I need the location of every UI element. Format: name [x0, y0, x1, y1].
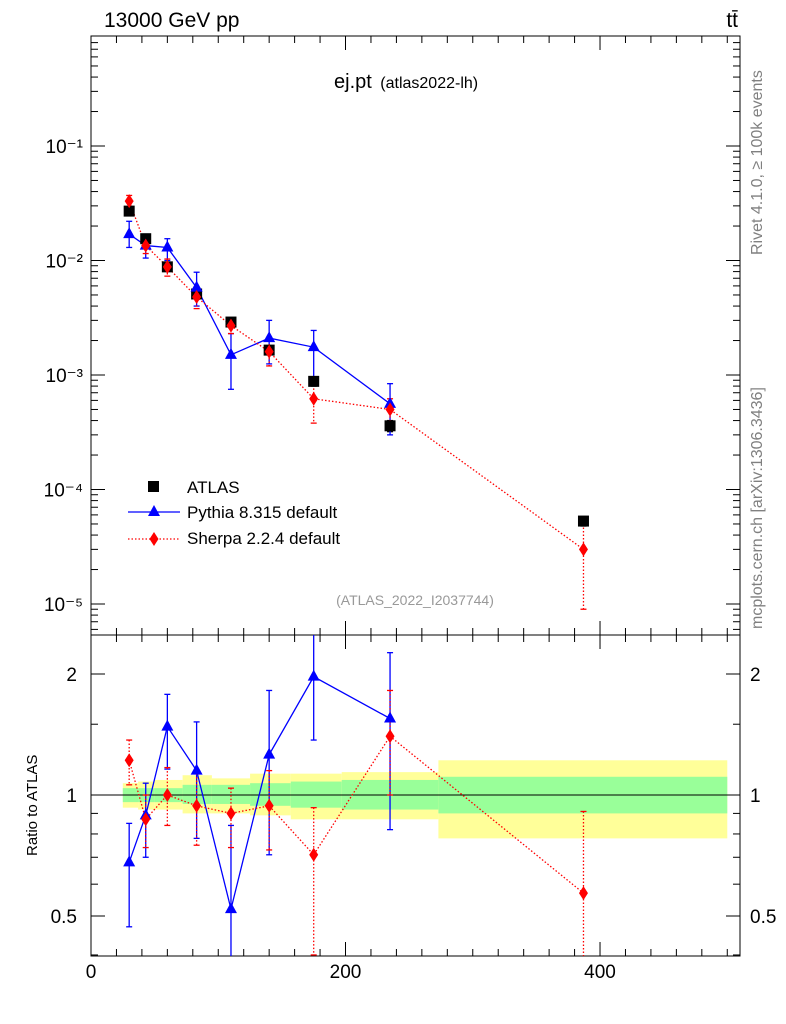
- main-pythia-point: [190, 280, 203, 292]
- main-pythia-point: [307, 340, 320, 352]
- ratio-pythia-point: [161, 719, 174, 731]
- main-series-lines: [128, 200, 584, 550]
- legend-sherpa-marker: [149, 532, 159, 546]
- main-sherpa-point: [141, 238, 151, 253]
- ratio-uncertainty-bands: [122, 760, 728, 839]
- legend-atlas-marker: [148, 481, 159, 492]
- ratio-pythia-line: [128, 675, 391, 910]
- main-sherpa-point: [226, 318, 236, 333]
- process-label: tt̄: [726, 9, 738, 32]
- ratio-markers: [123, 669, 588, 914]
- main-sherpa-point: [162, 259, 172, 274]
- ratio-tick-label-left: 2: [66, 665, 77, 686]
- ratio-sherpa-point: [385, 729, 395, 744]
- legend-pythia-label: Pythia 8.315 default: [187, 503, 338, 522]
- main-pythia-point: [384, 396, 397, 408]
- main-pythia-point: [263, 331, 276, 343]
- legend-sherpa-label: Sherpa 2.2.4 default: [187, 529, 340, 548]
- ratio-pythia-point: [307, 669, 320, 681]
- y-tick-label: 10⁻⁵: [44, 595, 83, 616]
- ratio-tick-label-left: 1: [66, 786, 77, 807]
- legend-pythia-marker: [148, 505, 160, 516]
- ratio-tick-label-right: 0.5: [750, 907, 776, 928]
- ratio-sherpa-point: [309, 847, 319, 862]
- ratio-tick-label-left: 0.5: [51, 907, 77, 928]
- plot-title-sub: (atlas2022-lh): [380, 75, 478, 92]
- main-atlas-point: [308, 375, 320, 387]
- plot-title: ej.pt (atlas2022-lh): [334, 71, 478, 93]
- axis-ticks: 10⁻⁵ 10⁻⁴ 10⁻³ 10⁻² 10⁻¹ 0.5 0.5 1 1 2 2 0 200 400: [44, 36, 776, 983]
- main-atlas-point: [123, 205, 135, 217]
- ratio-series-lines: [128, 675, 584, 910]
- ratio-sherpa-point: [162, 788, 172, 802]
- ratio-pythia-point: [384, 711, 397, 723]
- y-tick-label: 10⁻⁴: [44, 481, 83, 502]
- main-atlas-point: [577, 515, 589, 527]
- main-pythia-point: [123, 227, 136, 239]
- analysis-label: (ATLAS_2022_I2037744): [336, 592, 494, 608]
- energy-label: 13000 GeV pp: [104, 9, 239, 32]
- main-sherpa-point: [124, 194, 134, 209]
- ratio-tick-label-right: 1: [750, 786, 761, 807]
- main-pythia-point: [224, 347, 237, 359]
- ratio-pythia-point: [263, 747, 276, 759]
- legend: ATLAS Pythia 8.315 default Sherpa 2.2.4 …: [128, 478, 340, 548]
- y-tick-label: 10⁻¹: [46, 137, 84, 158]
- plot-title-main: ej.pt: [334, 71, 372, 93]
- y-tick-label: 10⁻³: [46, 366, 84, 387]
- ratio-pythia-point: [224, 902, 237, 914]
- main-sherpa-point: [385, 402, 395, 417]
- x-tick-label: 0: [86, 962, 97, 983]
- main-sherpa-point: [309, 391, 319, 406]
- main-markers: [123, 194, 589, 557]
- ratio-sherpa-point: [124, 753, 134, 768]
- band-inner: [211, 784, 251, 804]
- ratio-sherpa-point: [264, 798, 274, 813]
- ratio-pythia-point: [123, 855, 136, 867]
- source-label: mcplots.cern.ch [arXiv:1306.3436]: [749, 387, 766, 629]
- main-sherpa-point: [264, 344, 274, 359]
- legend-atlas-label: ATLAS: [187, 478, 240, 497]
- main-sherpa-point: [578, 542, 588, 557]
- x-tick-label: 400: [584, 962, 616, 983]
- ratio-sherpa-point: [578, 886, 588, 901]
- main-sherpa-line: [128, 200, 584, 550]
- ratio-ylabel: Ratio to ATLAS: [24, 755, 41, 856]
- main-pythia-point: [161, 240, 174, 252]
- main-atlas-point: [384, 420, 396, 432]
- ratio-pythia-point: [190, 763, 203, 775]
- main-sherpa-point: [192, 289, 202, 304]
- ratio-sherpa-point: [141, 812, 151, 827]
- ratio-sherpa-point: [192, 798, 202, 813]
- x-tick-label: 200: [330, 962, 362, 983]
- ratio-sherpa-point: [226, 806, 236, 821]
- rivet-label: Rivet 4.1.0, ≥ 100k events: [749, 70, 766, 255]
- ratio-tick-label-right: 2: [750, 665, 761, 686]
- y-tick-label: 10⁻²: [46, 252, 84, 273]
